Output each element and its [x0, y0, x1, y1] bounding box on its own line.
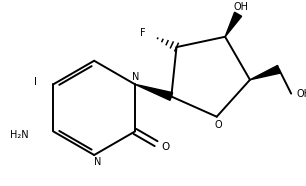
Text: O: O	[215, 120, 222, 130]
Text: N: N	[94, 157, 101, 167]
Polygon shape	[250, 65, 280, 80]
Text: O: O	[162, 142, 170, 152]
Polygon shape	[135, 84, 173, 100]
Text: OH: OH	[297, 89, 306, 99]
Text: H₂N: H₂N	[10, 130, 29, 140]
Text: OH: OH	[234, 2, 249, 12]
Text: F: F	[140, 28, 146, 38]
Polygon shape	[225, 12, 242, 37]
Text: N: N	[132, 72, 140, 82]
Text: I: I	[34, 77, 37, 87]
